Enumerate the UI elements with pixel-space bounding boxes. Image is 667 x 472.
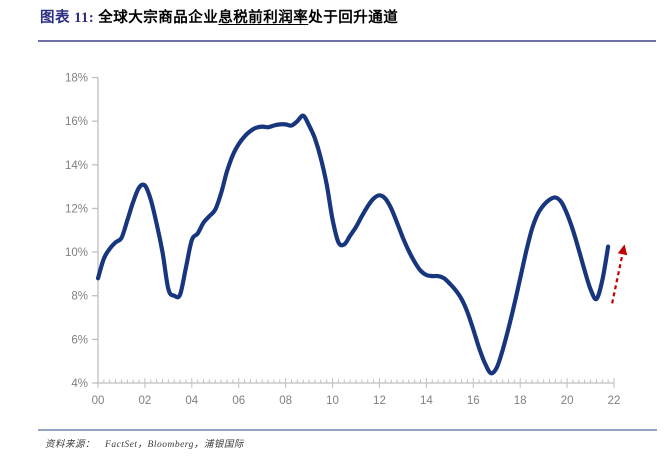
x-axis-tick-label: 12 (373, 395, 386, 407)
source-label: 资料来源： (45, 440, 96, 450)
y-axis-tick-label: 14% (65, 160, 88, 172)
y-axis-tick-label: 16% (65, 116, 88, 128)
data-line (95, 113, 611, 376)
y-axis: 4% 6% 8% 10% 12% 14% 16% 18% (65, 73, 99, 390)
y-axis-tick-label: 4% (71, 378, 88, 390)
title-text-after: 处于回升通道 (308, 10, 399, 26)
title-divider (38, 40, 656, 42)
figure-label-colon: : (88, 10, 99, 26)
y-axis-tick-label: 10% (65, 247, 88, 259)
y-axis-tick-label: 6% (71, 334, 88, 346)
x-axis-tick-label: 04 (185, 395, 198, 407)
y-axis-tick-label: 12% (65, 203, 88, 215)
title-underline-segment: 息税前利润率 (218, 10, 309, 26)
x-axis-tick-label: 20 (561, 395, 574, 407)
x-axis-tick-label: 14 (420, 395, 433, 407)
x-axis-tick-label: 02 (139, 395, 152, 407)
up-trend-arrow-icon (611, 244, 628, 304)
x-axis-tick-label: 22 (608, 395, 621, 407)
source-line: 资料来源： FactSet，Bloomberg，浦银国际 (45, 436, 244, 450)
x-axis-tick-label: 16 (467, 395, 480, 407)
chart-title: 图表 11: 全球大宗商品企业息税前利润率处于回升通道 (40, 6, 640, 27)
footer-divider (38, 429, 657, 431)
x-axis-tick-label: 10 (326, 395, 339, 407)
title-text-before: 全球大宗商品企业 (98, 10, 219, 26)
figure-label: 图表 11 (40, 10, 89, 26)
source-text: FactSet，Bloomberg，浦银国际 (105, 440, 244, 450)
x-axis-tick-label: 06 (232, 395, 245, 407)
x-axis-tick-label: 08 (279, 395, 292, 407)
x-axis: 00 02 04 06 08 10 12 14 16 18 20 22 (92, 378, 621, 407)
y-axis-tick-label: 8% (71, 291, 88, 303)
x-axis-tick-label: 18 (514, 395, 527, 407)
x-axis-tick-label: 00 (92, 395, 105, 407)
y-axis-tick-label: 18% (65, 73, 88, 85)
